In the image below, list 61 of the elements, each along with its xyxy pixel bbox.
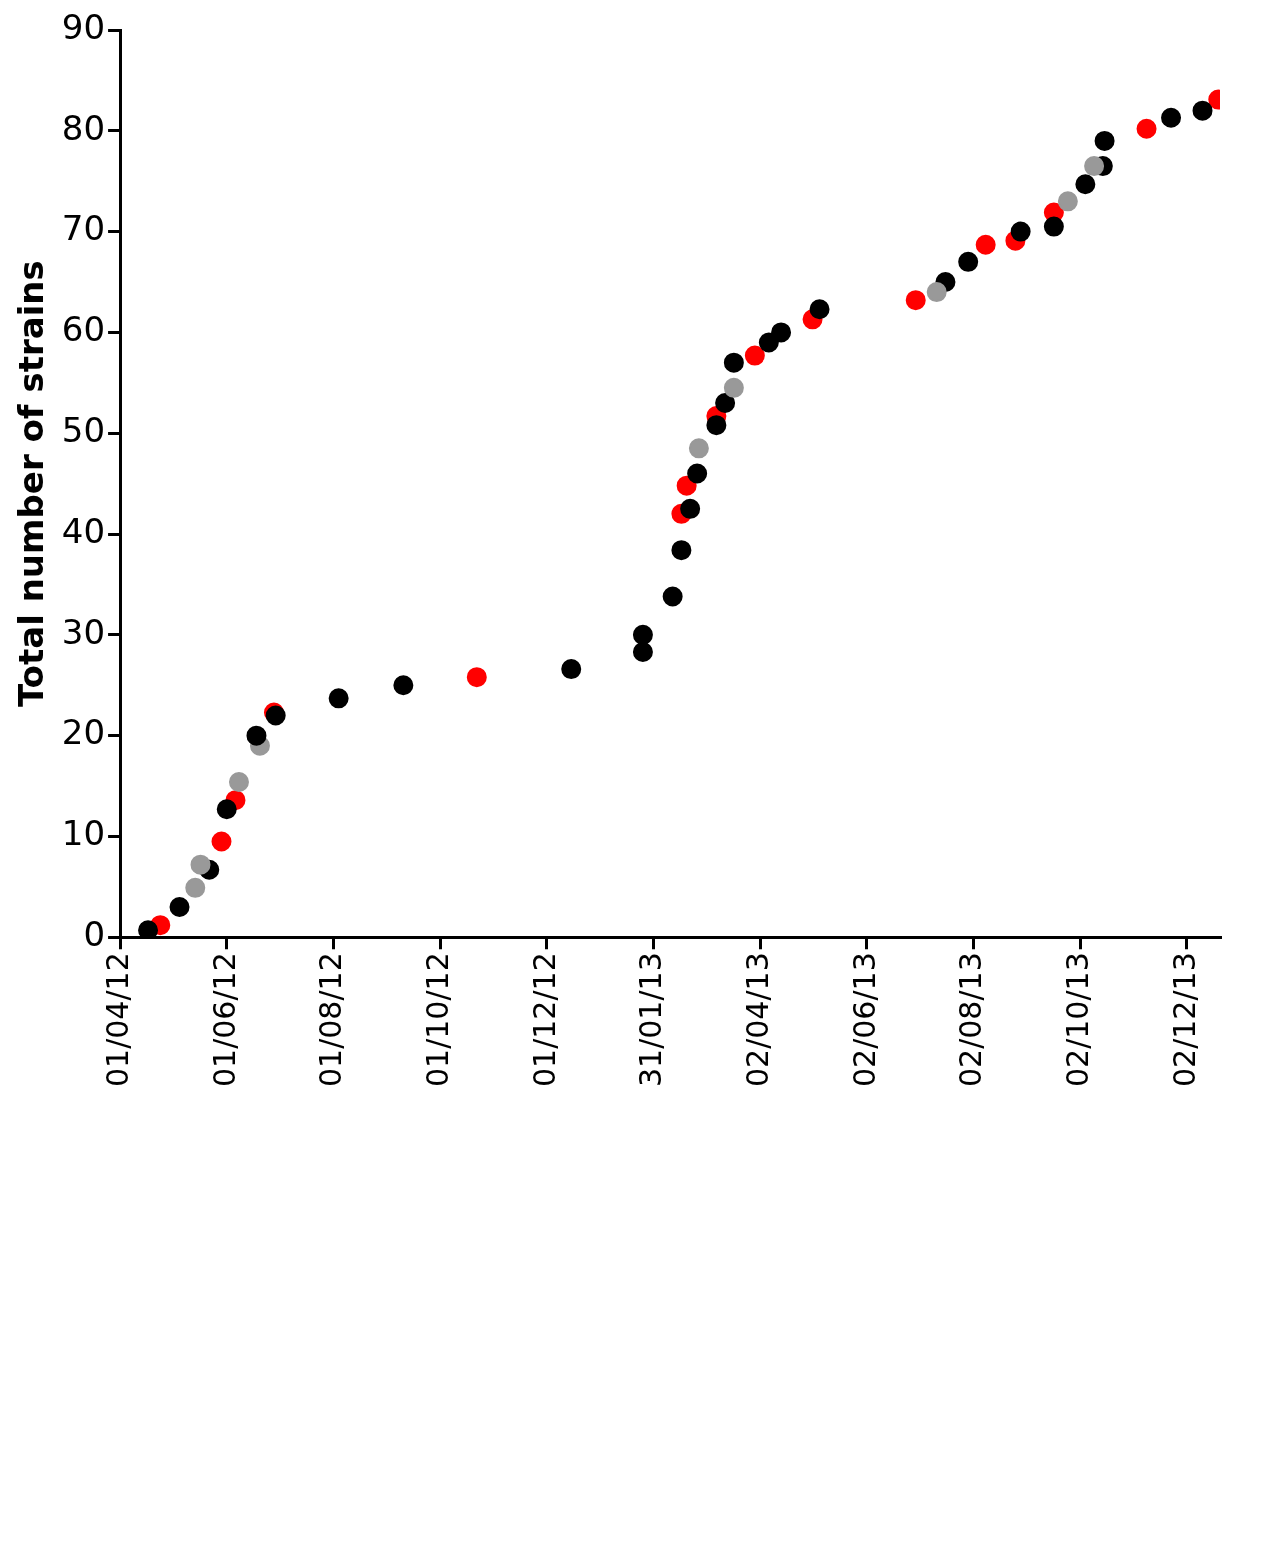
y-axis-title: Total number of strains [11, 260, 52, 708]
x-tick-label: 01/06/12 [206, 952, 242, 1088]
x-tick-label: 02/08/13 [953, 952, 989, 1088]
point [662, 586, 683, 607]
x-tick-label: 02/06/13 [846, 952, 882, 1088]
point [1075, 174, 1096, 195]
point [715, 392, 736, 413]
y-tick-label: 30 [61, 611, 106, 652]
point [671, 540, 692, 561]
point [771, 322, 792, 343]
x-tick-label: 01/12/12 [526, 952, 562, 1088]
point [680, 498, 701, 519]
point [466, 667, 487, 688]
point [1161, 107, 1182, 128]
point [905, 290, 926, 311]
point [185, 877, 206, 898]
point [1094, 130, 1115, 151]
point [688, 438, 709, 459]
point [744, 345, 765, 366]
point [926, 282, 947, 303]
point [706, 415, 727, 436]
point [1192, 100, 1213, 121]
x-tick-label: 31/01/13 [633, 952, 669, 1088]
point [190, 854, 211, 875]
y-tick-label: 40 [61, 510, 106, 551]
point [723, 377, 744, 398]
x-tick-label: 02/10/13 [1059, 952, 1095, 1088]
x-tick-label: 02/04/13 [739, 952, 775, 1088]
x-tick-label: 01/10/12 [419, 952, 455, 1088]
y-tick-label: 50 [61, 410, 106, 451]
point [328, 688, 349, 709]
y-tick-label: 20 [61, 712, 106, 753]
point [228, 772, 249, 793]
point [687, 463, 708, 484]
x-tick-label: 01/04/12 [99, 952, 135, 1088]
y-tick-label: 60 [61, 309, 106, 350]
point [1084, 156, 1105, 177]
point [211, 831, 232, 852]
y-tick-label: 0 [83, 914, 106, 955]
x-tick-label: 02/12/13 [1166, 952, 1202, 1088]
point [1010, 221, 1031, 242]
point [1136, 118, 1157, 139]
point [632, 641, 653, 662]
point [1043, 216, 1064, 237]
point [975, 234, 996, 255]
point [393, 675, 414, 696]
point [809, 299, 830, 320]
point [1057, 191, 1078, 212]
point [246, 725, 267, 746]
point [138, 920, 159, 938]
y-tick-label: 90 [61, 6, 106, 47]
y-tick-label: 70 [61, 208, 106, 249]
point [958, 251, 979, 272]
y-tick-label: 10 [61, 813, 106, 854]
x-tick-label: 01/08/12 [313, 952, 349, 1088]
point [723, 352, 744, 373]
point [169, 897, 190, 918]
point [216, 799, 237, 820]
y-tick-label: 80 [61, 107, 106, 148]
point [561, 659, 582, 680]
point [632, 624, 653, 645]
